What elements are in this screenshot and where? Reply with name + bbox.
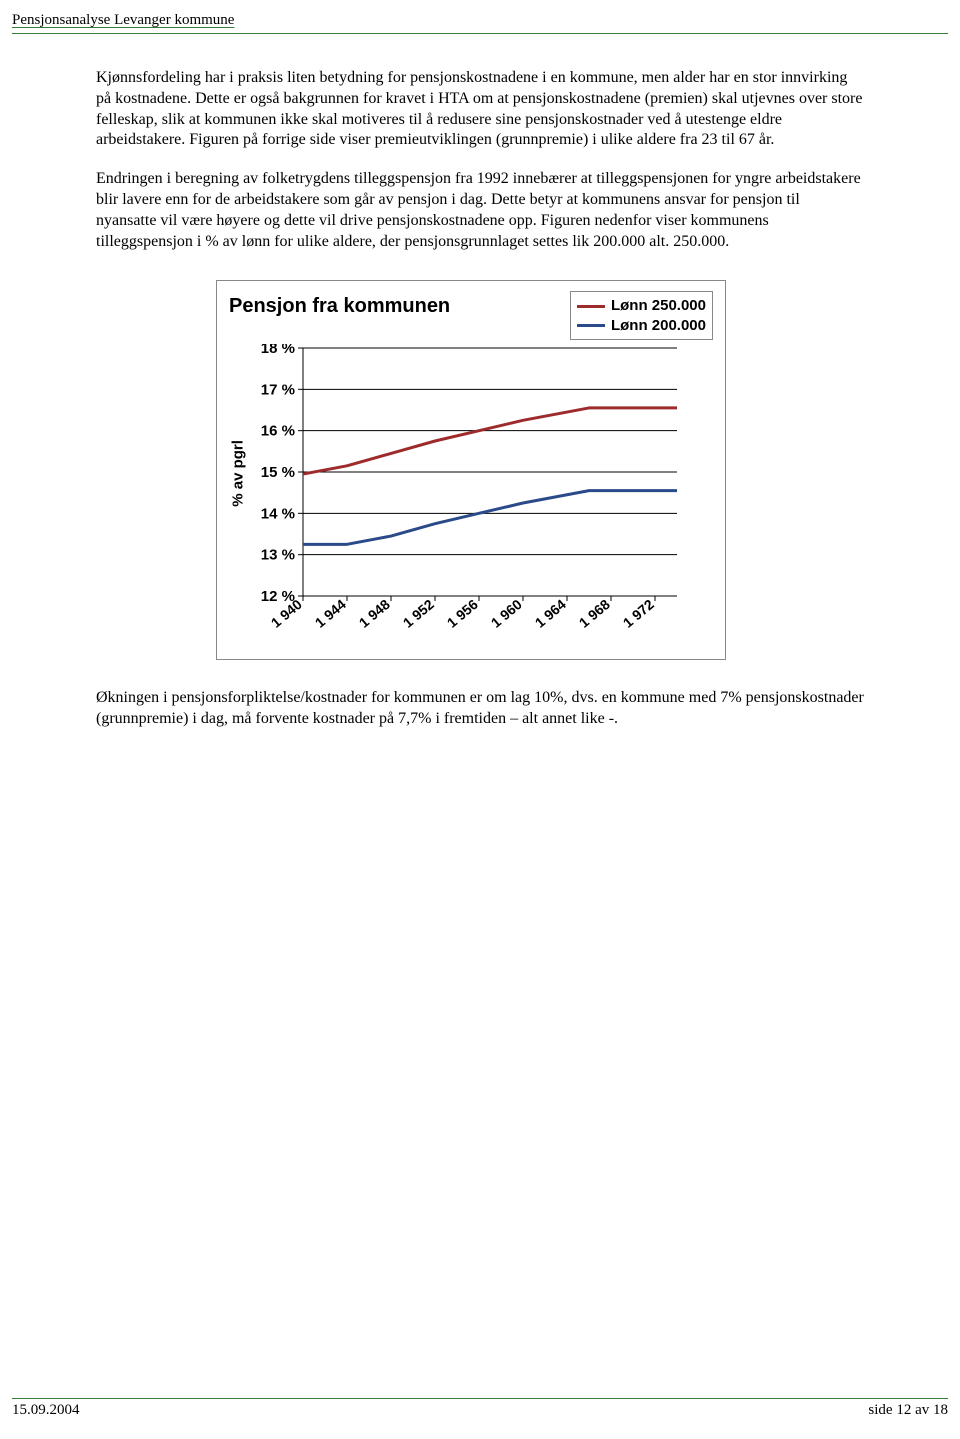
page-header: Pensjonsanalyse Levanger kommune (12, 12, 948, 34)
svg-text:14 %: 14 % (261, 506, 295, 523)
svg-text:1 944: 1 944 (312, 596, 349, 631)
page: Pensjonsanalyse Levanger kommune Kjønnsf… (0, 0, 960, 1439)
svg-text:1 968: 1 968 (576, 596, 613, 631)
svg-text:1 948: 1 948 (356, 596, 393, 631)
footer-date: 15.09.2004 (12, 1402, 80, 1419)
svg-text:15 %: 15 % (261, 464, 295, 481)
chart-title: Pensjon fra kommunen (229, 291, 450, 319)
svg-text:18 %: 18 % (261, 344, 295, 357)
chart-legend: Lønn 250.000 Lønn 200.000 (570, 291, 713, 340)
legend-swatch-250 (577, 305, 605, 308)
chart-svg: 18 %17 %16 %15 %14 %13 %12 %1 9401 9441 … (247, 344, 687, 644)
chart-top-row: Pensjon fra kommunen Lønn 250.000 Lønn 2… (229, 291, 713, 340)
legend-item-200: Lønn 200.000 (577, 316, 706, 336)
footer-page-number: side 12 av 18 (868, 1402, 948, 1419)
legend-label-250: Lønn 250.000 (611, 296, 706, 316)
legend-swatch-200 (577, 324, 605, 327)
svg-text:1 960: 1 960 (488, 596, 525, 631)
body-text: Kjønnsfordeling har i praksis liten bety… (70, 68, 890, 730)
svg-text:1 964: 1 964 (532, 596, 569, 631)
svg-text:1 952: 1 952 (400, 596, 437, 631)
svg-text:1 972: 1 972 (620, 596, 657, 631)
svg-text:13 %: 13 % (261, 547, 295, 564)
page-footer: 15.09.2004 side 12 av 18 (12, 1398, 948, 1419)
svg-text:16 %: 16 % (261, 423, 295, 440)
legend-label-200: Lønn 200.000 (611, 316, 706, 336)
chart-body: % av pgrl 18 %17 %16 %15 %14 %13 %12 %1 … (229, 344, 713, 651)
header-text: Pensjonsanalyse Levanger kommune (12, 12, 234, 28)
chart-plot: 18 %17 %16 %15 %14 %13 %12 %1 9401 9441 … (247, 344, 713, 651)
svg-text:1 956: 1 956 (444, 596, 481, 631)
paragraph-1: Kjønnsfordeling har i praksis liten bety… (96, 68, 864, 151)
paragraph-3: Økningen i pensjonsforpliktelse/kostnade… (96, 688, 864, 730)
legend-item-250: Lønn 250.000 (577, 296, 706, 316)
pension-chart: Pensjon fra kommunen Lønn 250.000 Lønn 2… (216, 280, 726, 660)
paragraph-2: Endringen i beregning av folketrygdens t… (96, 169, 864, 252)
svg-text:17 %: 17 % (261, 382, 295, 399)
y-axis-label: % av pgrl (228, 489, 248, 507)
